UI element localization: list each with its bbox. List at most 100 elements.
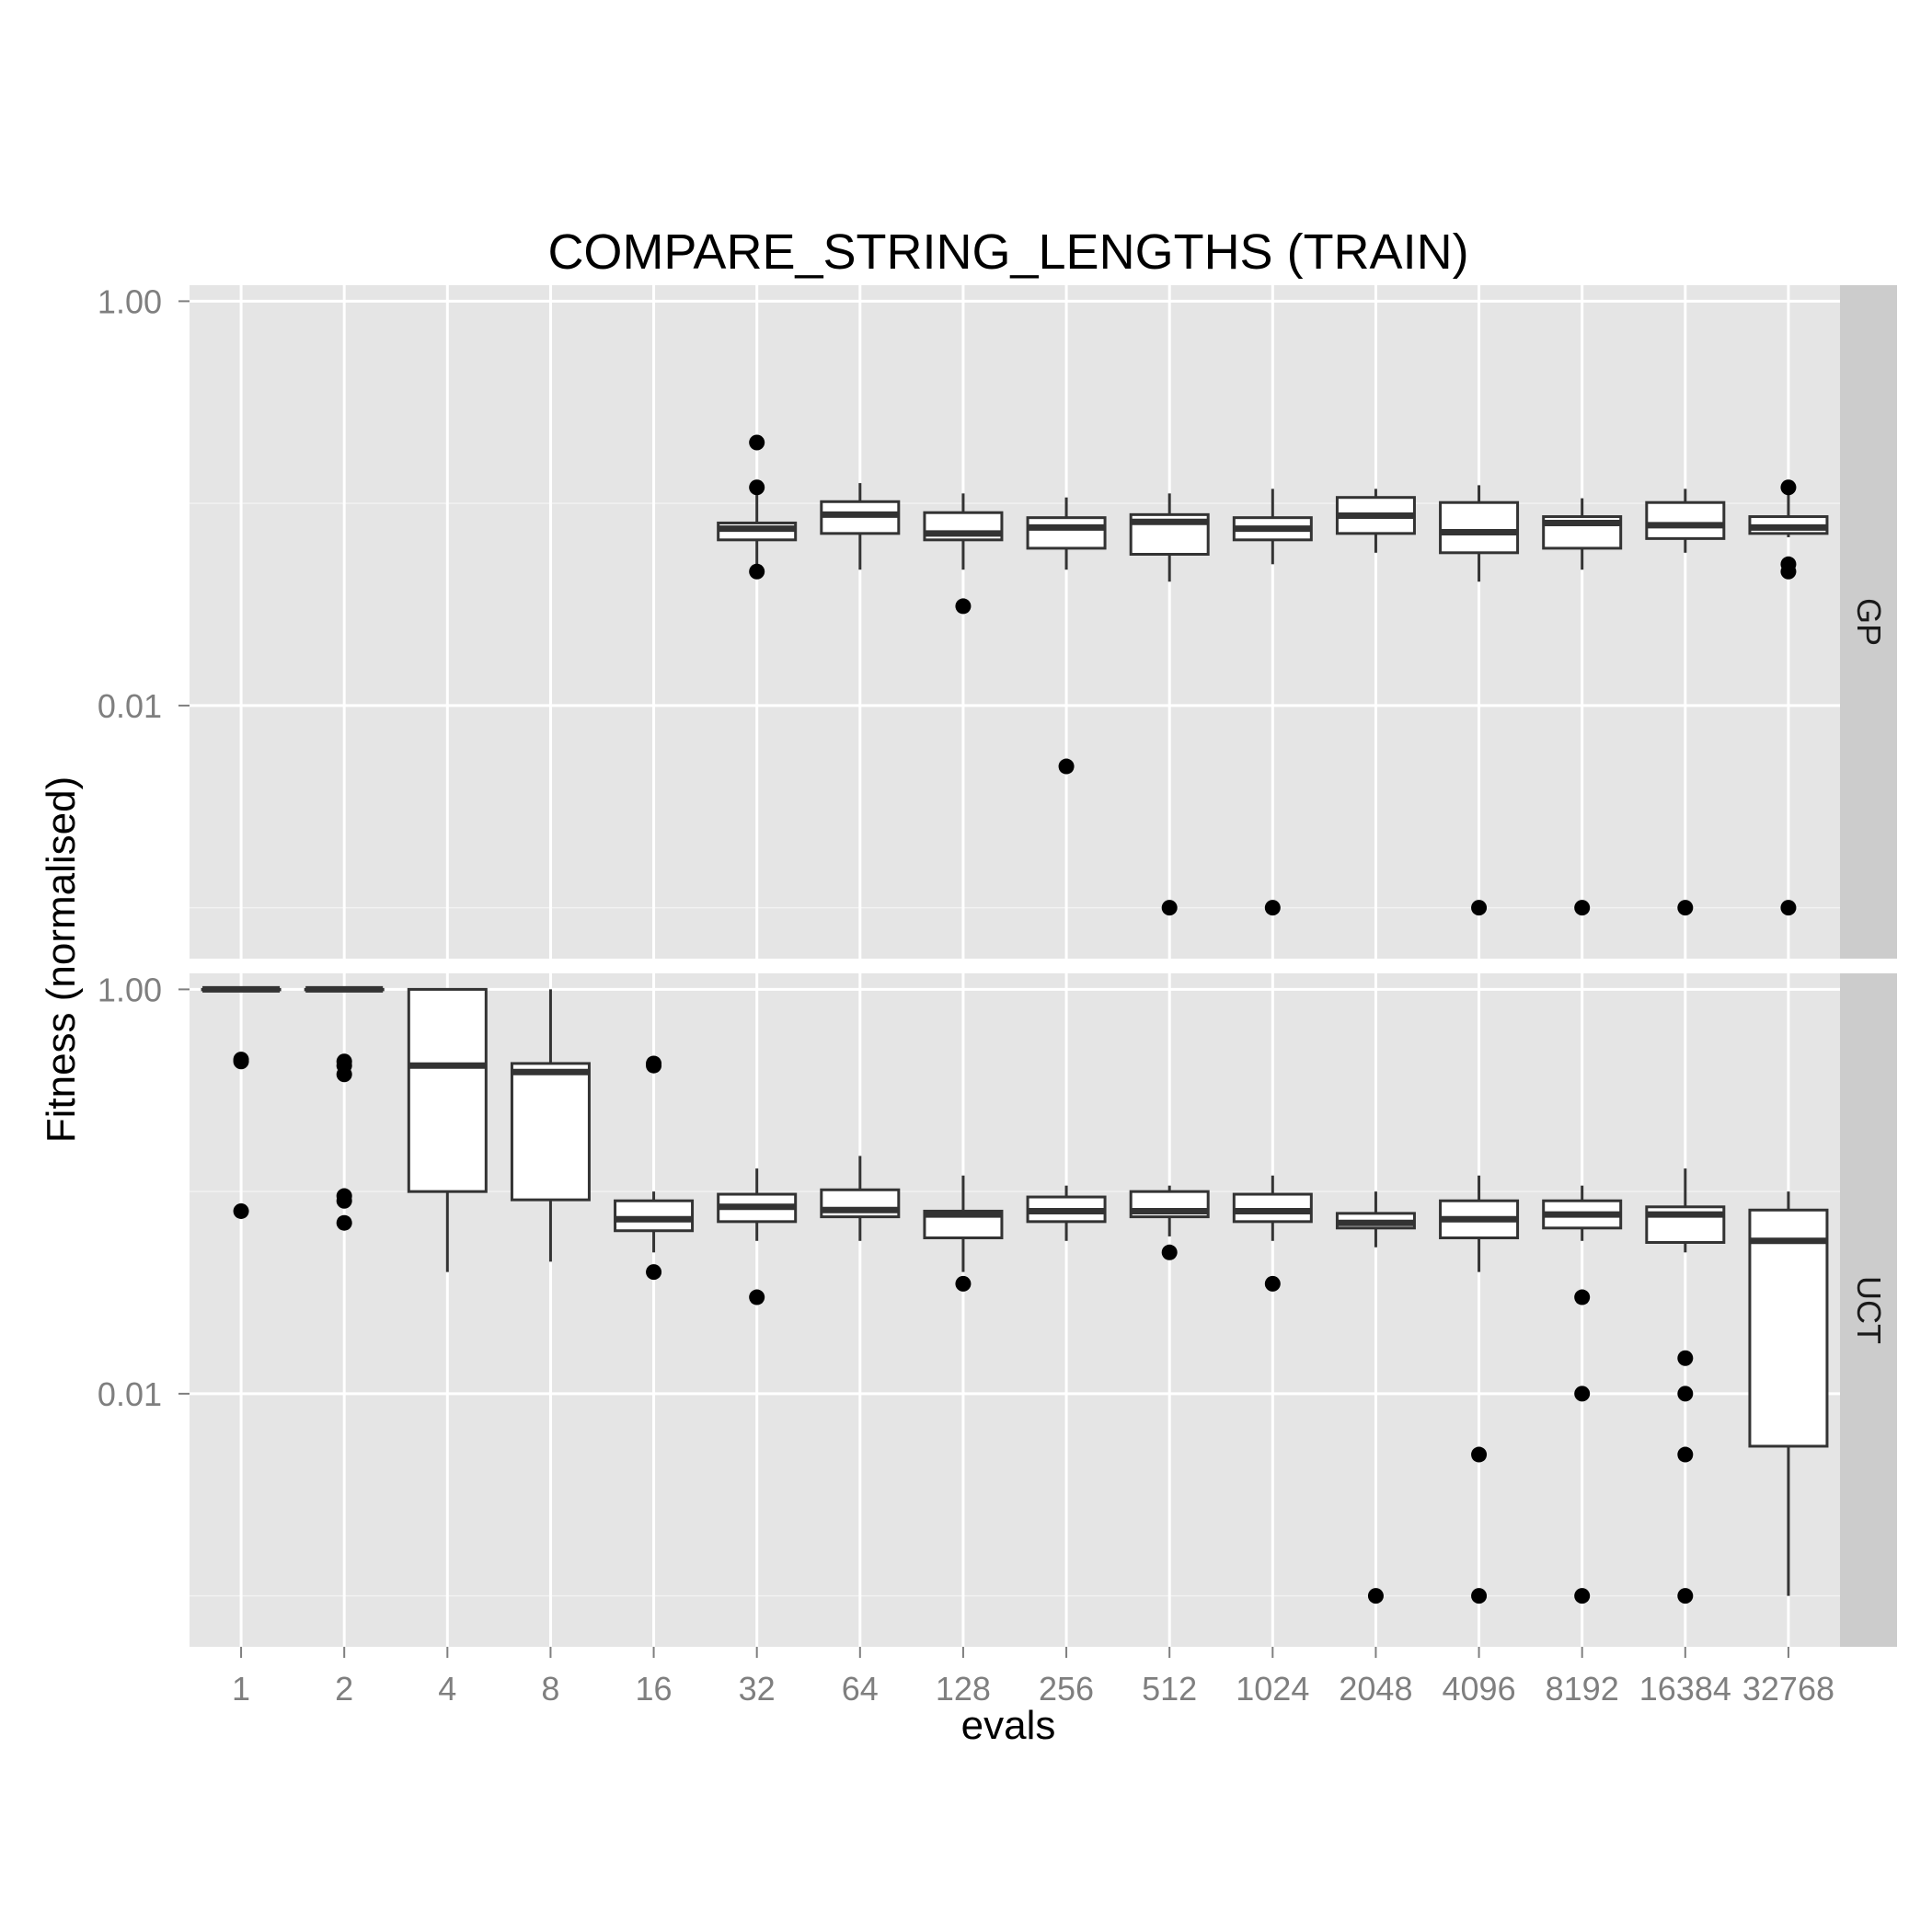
outlier-point [1780, 479, 1797, 496]
facet-strip-label: GP [1850, 598, 1888, 646]
box-iqr [407, 987, 488, 1193]
x-tick-label: 64 [842, 1670, 879, 1708]
x-tick-label: 2 [335, 1670, 353, 1708]
outlier-point [955, 598, 972, 615]
facet-panel-uct: 1.00 0.01 UCT [98, 971, 1897, 1647]
outlier-point [1677, 1588, 1694, 1604]
box-uct-2 [304, 985, 385, 1231]
facet-strip [1840, 285, 1897, 959]
chart-title: COMPARE_STRING_LENGTHS (TRAIN) [547, 224, 1468, 280]
outlier-point [749, 563, 765, 580]
x-tick-label: 4096 [1443, 1670, 1516, 1708]
facet-strip-label: UCT [1850, 1276, 1888, 1344]
outlier-point [1780, 900, 1797, 916]
outlier-point [749, 1289, 765, 1305]
outlier-point [1058, 758, 1075, 775]
box-gp-2048 [1335, 489, 1416, 553]
box-gp-16384 [1645, 489, 1726, 916]
x-tick-label: 512 [1142, 1670, 1197, 1708]
outlier-point [1574, 1386, 1591, 1402]
outlier-point [1264, 1275, 1281, 1292]
outlier-point [1264, 900, 1281, 916]
box-iqr [1645, 500, 1726, 540]
outlier-point [1780, 563, 1797, 580]
x-tick-label: 32768 [1742, 1670, 1834, 1708]
x-tick-label: 8 [541, 1670, 559, 1708]
x-axis-title: evals [961, 1703, 1056, 1748]
box-uct-16384 [1645, 1168, 1726, 1604]
facet-panels: 1.00 0.01 GP 1.00 0.01 UCT 1 2 4 8 16 32 64 128 256 512… [98, 282, 1897, 1708]
x-tick-label: 32 [739, 1670, 776, 1708]
x-tick-label: 8192 [1546, 1670, 1619, 1708]
outlier-point [749, 434, 765, 451]
box-gp-8192 [1542, 498, 1623, 916]
box-gp-128 [923, 493, 1004, 615]
outlier-point [1677, 900, 1694, 916]
box-gp-32768 [1748, 479, 1829, 916]
box-gp-32 [717, 434, 798, 580]
facet-strip [1840, 973, 1897, 1647]
x-tick-label: 16 [636, 1670, 673, 1708]
box-uct-8 [510, 989, 591, 1262]
box-uct-32 [717, 1168, 798, 1305]
outlier-point [955, 1275, 972, 1292]
outlier-point [1677, 1446, 1694, 1463]
x-tick-label: 1024 [1236, 1670, 1309, 1708]
box-uct-4096 [1439, 1175, 1520, 1604]
box-uct-128 [923, 1175, 1004, 1292]
box-uct-64 [820, 1156, 901, 1241]
box-gp-64 [820, 483, 901, 570]
outlier-point [233, 1202, 249, 1219]
box-uct-4 [407, 987, 488, 1272]
box-gp-4096 [1439, 485, 1520, 916]
outlier-point [336, 1214, 352, 1231]
box-iqr [1748, 1208, 1829, 1448]
x-tick-label: 2048 [1339, 1670, 1412, 1708]
outlier-point [1574, 900, 1591, 916]
outlier-point [1161, 900, 1178, 916]
box-uct-32768 [1748, 1191, 1829, 1596]
outlier-point [646, 1264, 662, 1281]
box-uct-1 [201, 985, 282, 1219]
outlier-point [1471, 1588, 1488, 1604]
y-axis-title: Fitness (normalised) [39, 776, 84, 1144]
panel-background [190, 285, 1840, 959]
x-tick-label: 4 [438, 1670, 456, 1708]
y-tick-label: 1.00 [98, 282, 162, 320]
box-gp-512 [1129, 493, 1210, 916]
outlier-point [336, 1066, 352, 1083]
outlier-point [1574, 1588, 1591, 1604]
outlier-point [233, 1053, 249, 1070]
outlier-point [749, 479, 765, 496]
box-gp-1024 [1232, 489, 1313, 916]
box-uct-2048 [1335, 1191, 1416, 1604]
box-uct-16 [614, 1055, 695, 1281]
outlier-point [1367, 1588, 1384, 1604]
box-uct-8192 [1542, 1185, 1623, 1604]
y-tick-label: 0.01 [98, 1375, 162, 1413]
y-tick-label: 0.01 [98, 687, 162, 725]
box-iqr [614, 1199, 695, 1233]
facet-panel-gp: 1.00 0.01 GP [98, 282, 1897, 959]
box-uct-1024 [1232, 1175, 1313, 1292]
box-gp-256 [1026, 497, 1107, 775]
box-uct-256 [1026, 1185, 1107, 1241]
outlier-point [1574, 1289, 1591, 1305]
x-tick-label: 256 [1039, 1670, 1094, 1708]
outlier-point [1677, 1350, 1694, 1366]
outlier-point [336, 1192, 352, 1209]
outlier-point [1471, 900, 1488, 916]
box-iqr [510, 1062, 591, 1202]
box-iqr [1439, 500, 1520, 555]
outlier-point [1161, 1244, 1178, 1260]
x-tick-label: 128 [936, 1670, 991, 1708]
outlier-point [646, 1057, 662, 1074]
outlier-point [1471, 1446, 1488, 1463]
x-tick-label: 1 [232, 1670, 250, 1708]
y-tick-label: 1.00 [98, 971, 162, 1008]
x-tick-label: 16384 [1639, 1670, 1731, 1708]
box-uct-512 [1129, 1185, 1210, 1260]
box-iqr [1026, 516, 1107, 550]
outlier-point [1677, 1386, 1694, 1402]
